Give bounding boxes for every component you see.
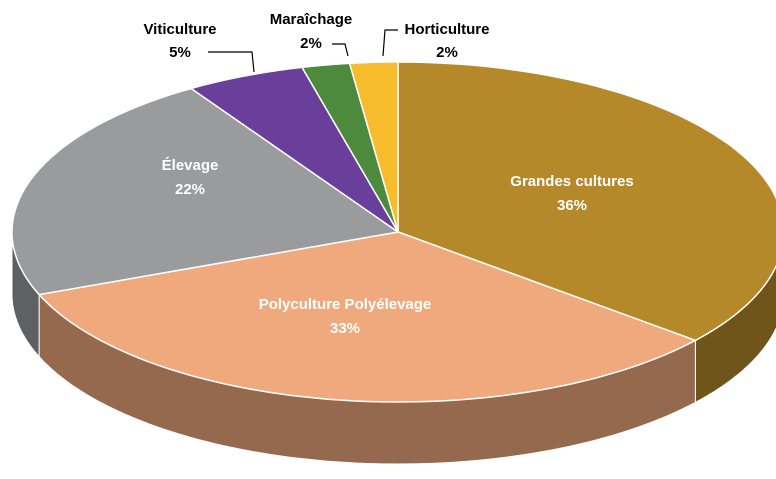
slice-label: Grandes cultures xyxy=(510,173,633,190)
slice xyxy=(189,66,399,233)
slice-label: Horticulture xyxy=(404,21,489,38)
value-label: 2% xyxy=(436,44,458,61)
value-label: 33% xyxy=(330,320,360,337)
leader-line xyxy=(208,51,255,73)
slice xyxy=(300,62,399,233)
value-label: 22% xyxy=(175,181,205,198)
leader-line xyxy=(382,29,398,57)
leader-line xyxy=(332,43,349,57)
slice xyxy=(11,87,400,296)
value-label: 5% xyxy=(169,44,191,61)
value-label: 2% xyxy=(300,35,322,52)
slice xyxy=(37,231,698,403)
slice-label: Viticulture xyxy=(143,21,216,38)
slice-label: Polyculture Polyélevage xyxy=(259,296,432,313)
slice xyxy=(348,61,399,233)
slice-label: Maraîchage xyxy=(270,11,353,28)
slice-label: Élevage xyxy=(162,157,219,174)
value-label: 36% xyxy=(557,197,587,214)
slice xyxy=(397,61,776,342)
